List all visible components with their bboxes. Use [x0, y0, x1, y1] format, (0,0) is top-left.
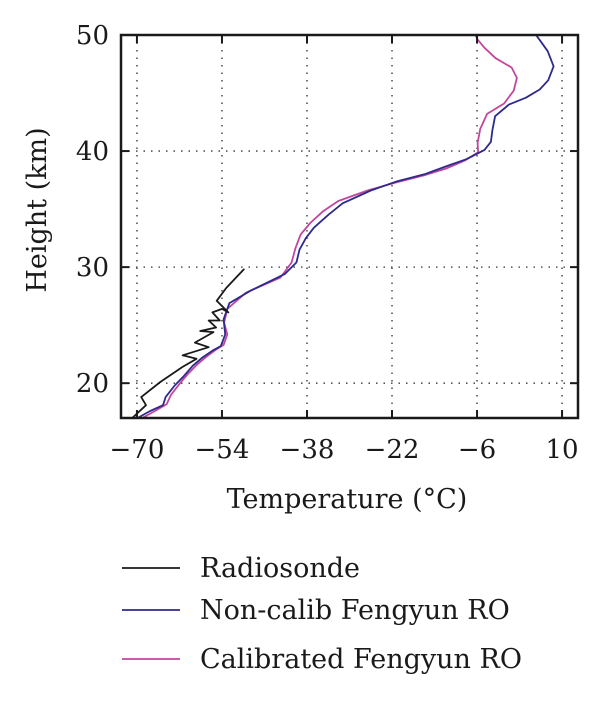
legend-label: Calibrated Fengyun RO: [200, 644, 522, 675]
y-tick-label: 20: [76, 369, 109, 399]
y-tick-label: 40: [76, 137, 109, 167]
x-tick-label: −6: [458, 435, 496, 465]
x-axis-title: Temperature (°C): [227, 484, 468, 515]
x-tick-label: −54: [195, 435, 250, 465]
axis-ticks: −70 −54 −38 −22 −6 10 20 30 40 50: [76, 21, 579, 465]
legend-label: Radiosonde: [200, 553, 360, 584]
plot-frame: [119, 33, 580, 420]
x-tick-label: −22: [365, 435, 420, 465]
grid: [121, 34, 578, 418]
y-axis-title: Height (km): [22, 127, 53, 292]
legend-label: Non-calib Fengyun RO: [200, 595, 510, 626]
series-line-non-calib-fengyun-ro: [136, 34, 555, 419]
plot-lines: [131, 34, 555, 419]
y-tick-label: 50: [76, 21, 109, 51]
y-tick-label: 30: [76, 253, 109, 283]
series-line-calibrated-fengyun-ro: [141, 34, 518, 419]
x-tick-label: −70: [110, 435, 165, 465]
x-tick-label: −38: [280, 435, 335, 465]
series-line-radiosonde: [131, 268, 245, 419]
x-tick-label: 10: [546, 435, 579, 465]
legend: Radiosonde Non-calib Fengyun RO Calibrated…: [122, 553, 522, 675]
